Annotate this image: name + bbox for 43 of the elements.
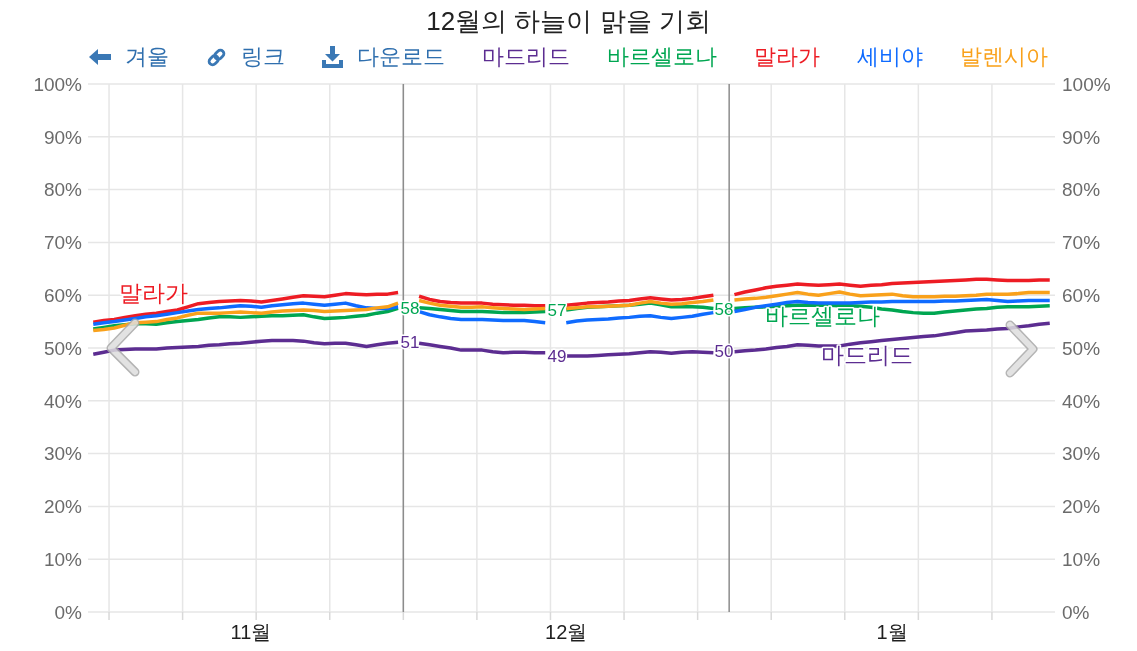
chart-title: 12월의 하늘이 맑을 기회 xyxy=(426,6,711,36)
text: 말라가 xyxy=(754,44,820,70)
x-tick-label: 1월 xyxy=(876,621,908,643)
text: 다운로드 xyxy=(357,44,445,70)
y2-tick-label: 0% xyxy=(1062,601,1090,623)
y2-tick-label: 80% xyxy=(1062,179,1101,201)
y2-tick-label: 30% xyxy=(1062,443,1101,465)
text: 링크 xyxy=(241,44,285,70)
text: 겨울 xyxy=(125,44,169,70)
y-tick-label: 60% xyxy=(43,285,83,307)
y2-tick-label: 20% xyxy=(1062,496,1101,518)
text: 발렌시아 xyxy=(960,44,1048,70)
annotation: 바르셀로나 xyxy=(764,303,880,330)
y-tick-label: 50% xyxy=(43,337,83,359)
y-tick-label: 30% xyxy=(43,443,83,465)
y-tick-label: 90% xyxy=(43,126,83,148)
text: 바르셀로나 xyxy=(607,44,717,70)
y2-tick-label: 100% xyxy=(1062,73,1111,95)
text: 마드리드 xyxy=(482,44,570,70)
x-tick-label: 12월 xyxy=(545,621,588,643)
y-tick-label: 70% xyxy=(43,232,83,254)
y-tick-label: 40% xyxy=(43,390,83,412)
y2-tick-label: 50% xyxy=(1062,337,1101,359)
annotation: 57 xyxy=(547,301,567,321)
x-tick-label: 11월 xyxy=(230,621,272,643)
annotation: 49 xyxy=(547,347,567,367)
y-tick-label: 100% xyxy=(33,73,83,95)
annotation: 58 xyxy=(714,300,734,320)
y2-tick-label: 10% xyxy=(1062,549,1101,571)
y-tick-label: 0% xyxy=(54,601,83,623)
y2-tick-label: 60% xyxy=(1062,285,1101,307)
y2-tick-label: 40% xyxy=(1062,390,1101,412)
text: 세비야 xyxy=(857,44,923,70)
y2-tick-label: 70% xyxy=(1062,232,1101,254)
annotation: 50 xyxy=(714,342,734,362)
y2-tick-label: 90% xyxy=(1062,126,1101,148)
annotation: 마드리드 xyxy=(821,342,913,369)
y-tick-label: 80% xyxy=(43,179,83,201)
annotation: 58 xyxy=(400,299,420,319)
y-tick-label: 20% xyxy=(43,496,83,518)
annotation: 말라가 xyxy=(118,280,188,307)
annotation: 51 xyxy=(400,333,420,353)
y-tick-label: 10% xyxy=(43,549,83,571)
